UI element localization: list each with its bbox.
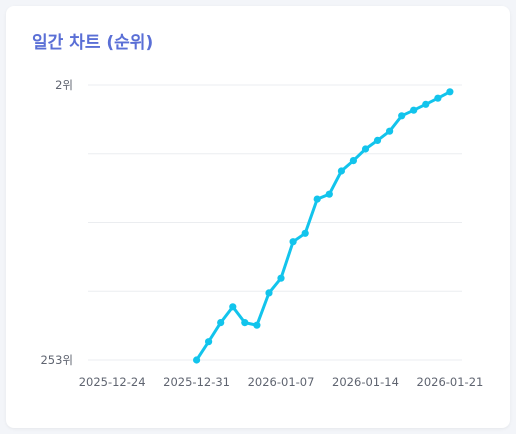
data-point[interactable] (277, 274, 285, 282)
data-point[interactable] (253, 321, 261, 329)
data-point[interactable] (410, 106, 418, 114)
data-point[interactable] (301, 229, 309, 237)
rank-series-points (193, 88, 454, 364)
data-point[interactable] (265, 289, 273, 297)
data-point[interactable] (337, 167, 345, 175)
data-point[interactable] (422, 100, 430, 108)
daily-chart-card: 일간 차트 (순위) 2위 253위 2025-12-24 2025-12-31 20… (6, 6, 510, 428)
chart-title: 일간 차트 (순위) (32, 33, 154, 53)
data-point[interactable] (313, 195, 321, 203)
data-point[interactable] (386, 127, 394, 135)
data-point[interactable] (289, 238, 297, 246)
data-point[interactable] (229, 303, 237, 311)
y-tick-labels: 2위 253위 (40, 78, 73, 367)
y-tick-label: 253위 (40, 353, 73, 367)
x-tick-label: 2026-01-07 (248, 375, 315, 389)
data-point[interactable] (205, 338, 213, 346)
data-point[interactable] (193, 356, 201, 364)
data-point[interactable] (373, 136, 382, 144)
data-point[interactable] (446, 88, 454, 96)
data-point[interactable] (361, 145, 370, 153)
grid-lines (88, 84, 462, 361)
data-point[interactable] (434, 94, 442, 102)
data-point[interactable] (325, 190, 333, 198)
x-tick-label: 2025-12-24 (79, 375, 146, 389)
x-tick-label: 2026-01-14 (332, 375, 399, 389)
data-point[interactable] (349, 157, 357, 165)
x-tick-label: 2026-01-21 (417, 375, 484, 389)
data-point[interactable] (241, 319, 249, 327)
data-point[interactable] (398, 112, 406, 120)
data-point[interactable] (217, 319, 225, 327)
rank-series-line (195, 90, 452, 362)
x-tick-labels: 2025-12-24 2025-12-31 2026-01-07 2026-01-14… (79, 375, 484, 389)
x-tick-label: 2025-12-31 (163, 375, 230, 389)
y-tick-label: 2위 (55, 78, 73, 92)
